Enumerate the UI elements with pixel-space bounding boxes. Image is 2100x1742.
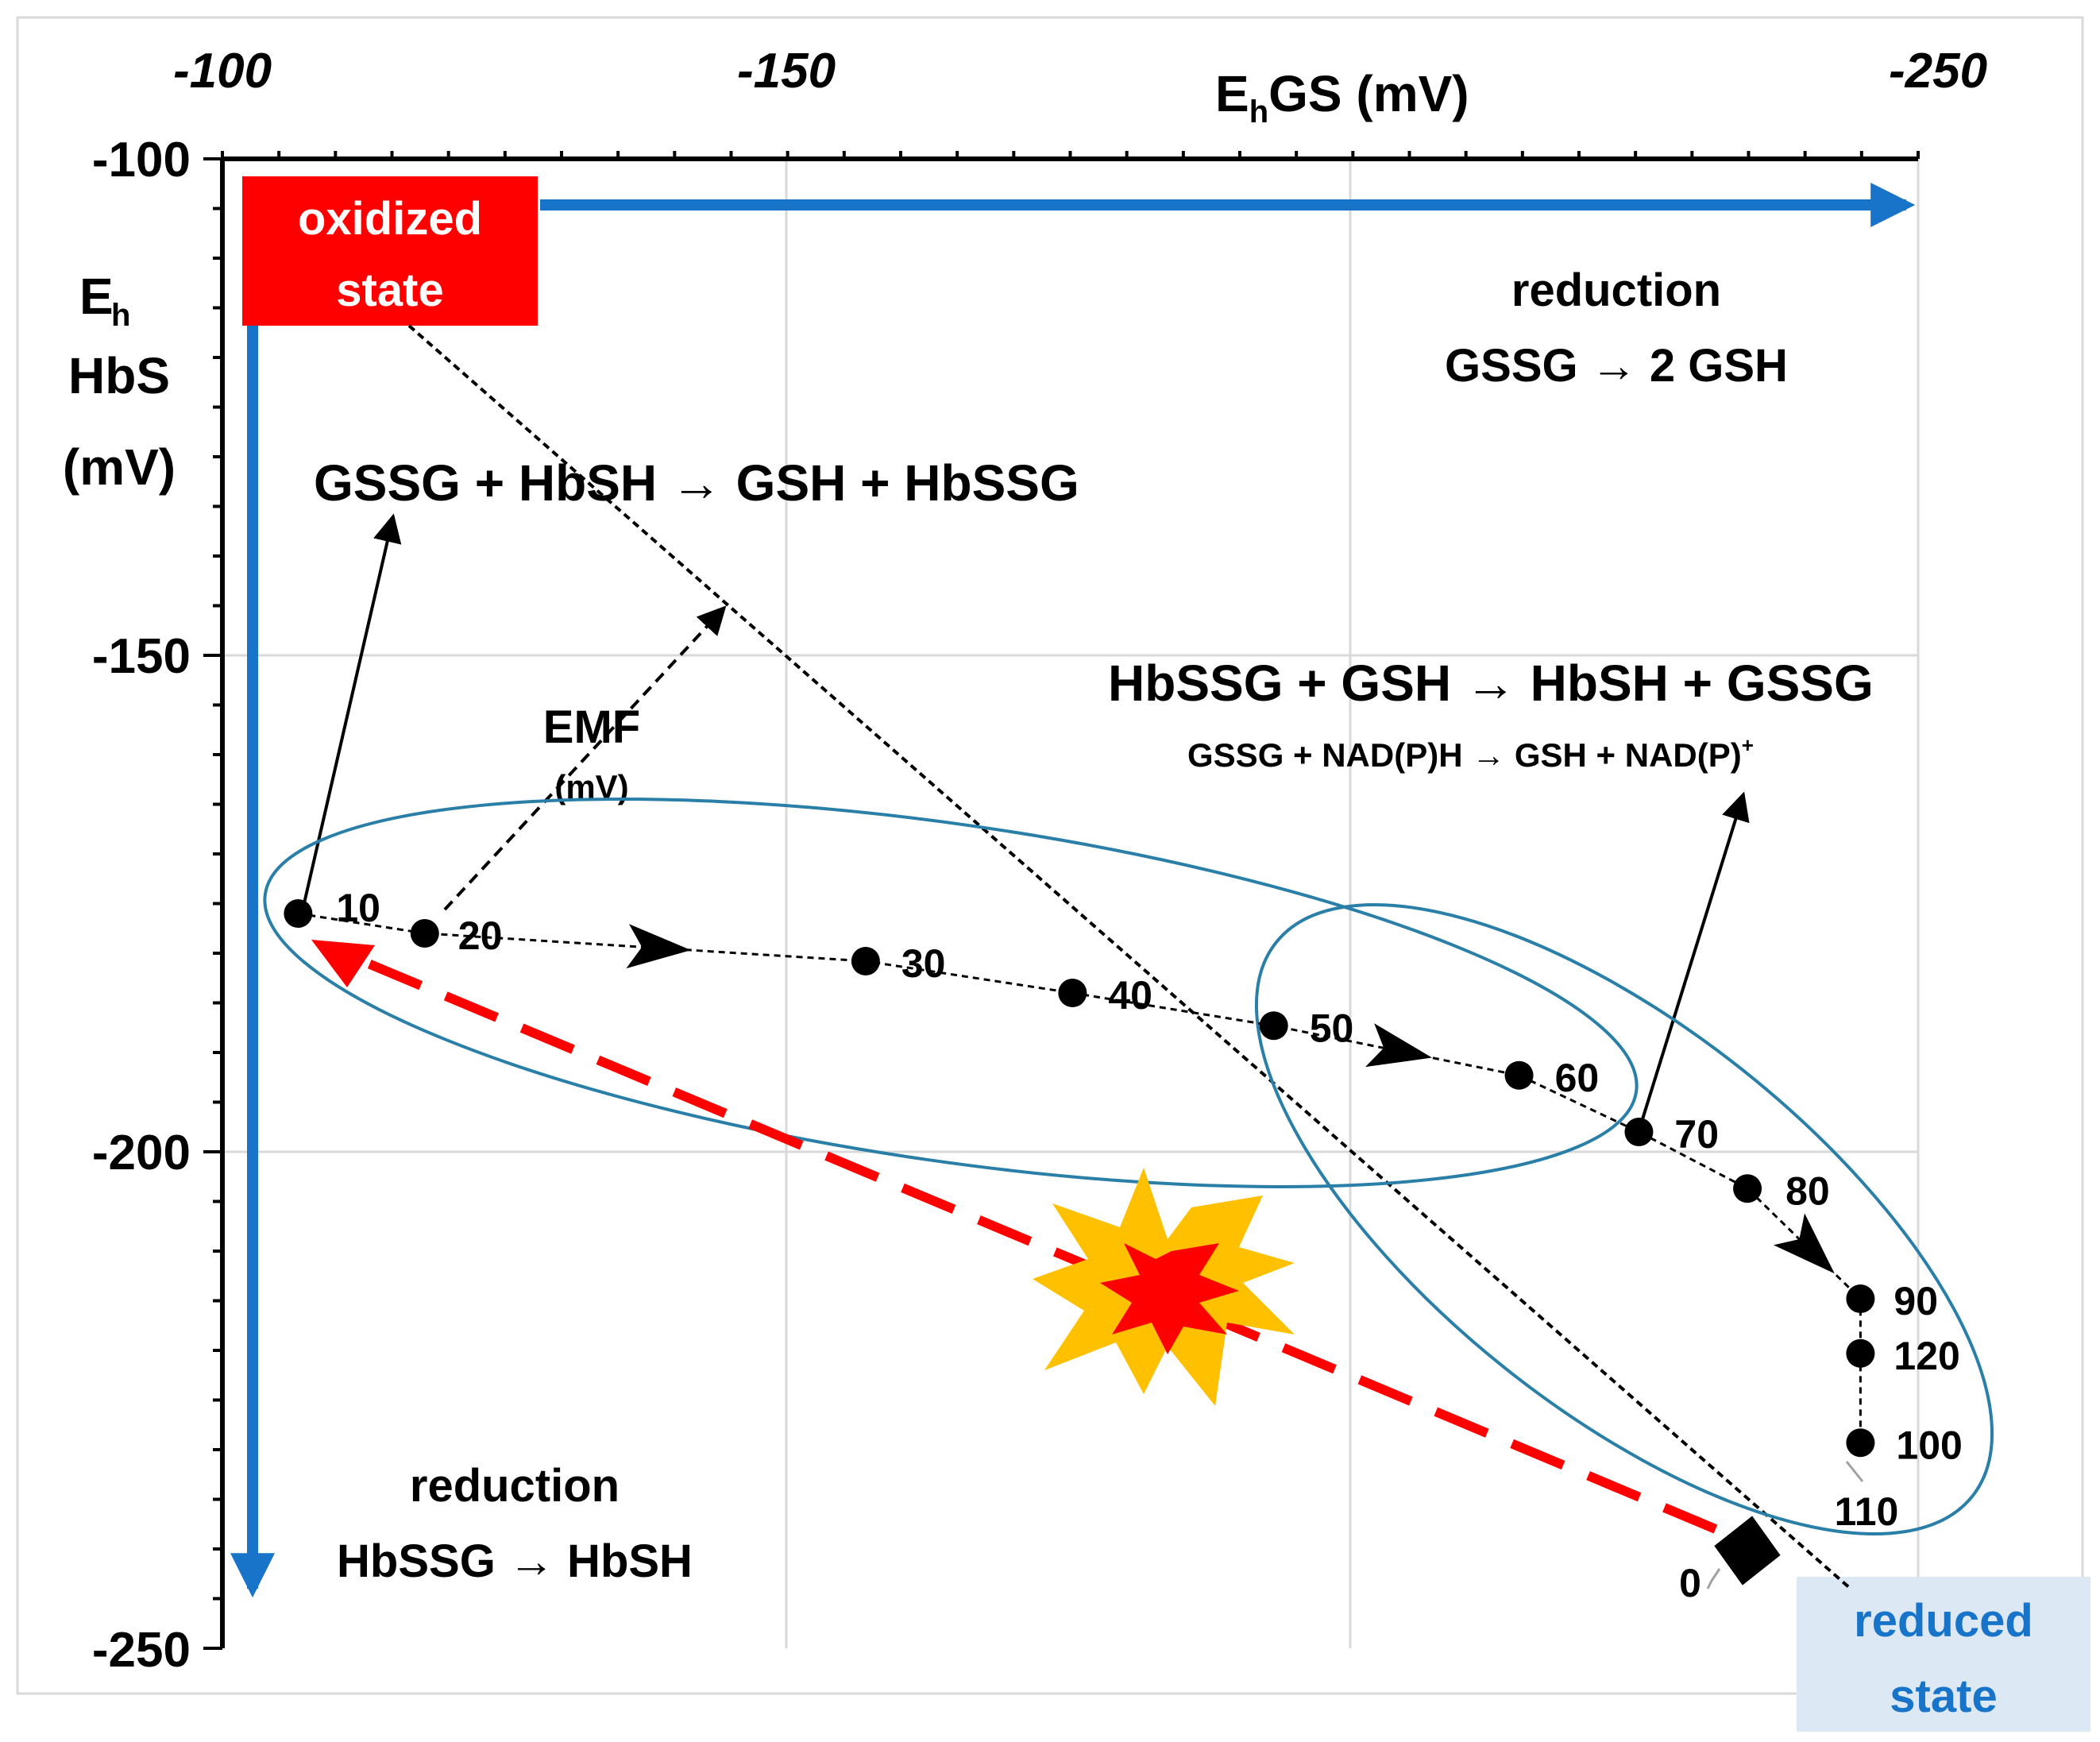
reduced-state-box: [1797, 1577, 2090, 1732]
point-label-10: 10: [336, 886, 380, 930]
flow-arrow-3: [1773, 1213, 1835, 1274]
point-label-90: 90: [1893, 1279, 1938, 1323]
series-path: [298, 912, 1862, 1443]
reduced-label-2: state: [1890, 1671, 1997, 1722]
series-line: [298, 912, 1862, 1443]
data-point-60: [1504, 1060, 1534, 1090]
left-axis-title-sub: h: [111, 298, 130, 333]
y-tick-label-4: -250: [92, 1623, 191, 1678]
y-tick-label-1: -100: [92, 133, 191, 187]
data-point-70: [1624, 1118, 1654, 1146]
y-tick-label-3: -200: [92, 1126, 191, 1180]
point-label-30: 30: [901, 941, 946, 986]
point-label-50: 50: [1310, 1006, 1354, 1050]
left-axis-title-hbs: HbS: [68, 347, 170, 404]
flow-arrows: [626, 924, 1835, 1274]
data-point-50: [1259, 1011, 1288, 1041]
point-0-marker: [1714, 1516, 1781, 1586]
gridlines: [222, 159, 1920, 1648]
point-label-80: 80: [1785, 1168, 1830, 1213]
point-label-40: 40: [1108, 973, 1152, 1018]
reaction-3-label: GSSG + NAD(P)H → GSH + NAD(P)+: [1187, 733, 1754, 774]
data-point-100: [1846, 1428, 1875, 1458]
left-axis-title-e: E: [79, 268, 114, 325]
point-label-0: 0: [1679, 1561, 1701, 1605]
top-axis-title: EhGS (mV): [1215, 65, 1469, 129]
x-tick-label-1: -100: [173, 44, 272, 98]
oxidized-label-1: oxidized: [298, 193, 482, 245]
reduction-left-label-2: HbSSG → HbSH: [337, 1535, 693, 1587]
reaction-2-arrow: [1637, 791, 1750, 1133]
oxidized-state-box: [242, 176, 538, 326]
equilibrium-dashed-line: [407, 324, 1852, 1590]
data-point-10: [284, 899, 313, 928]
flow-arrow-2: [1365, 1023, 1433, 1068]
left-axis-title: E h HbS (mV): [63, 268, 176, 496]
emf-label: EMF: [543, 701, 640, 753]
point-label-20: 20: [458, 913, 503, 958]
reduction-left-label-1: reduction: [410, 1460, 620, 1512]
reaction-2-label: HbSSG + GSH → HbSH + GSSG: [1108, 655, 1874, 712]
reaction-1-label: GSSG + HbSH → GSH + HbSSG: [314, 454, 1079, 512]
top-axis-minor-ticks: [221, 151, 1920, 159]
point-110-leader: [1845, 1461, 1864, 1482]
flow-arrow-1: [626, 924, 692, 969]
point-label-100: 100: [1896, 1423, 1962, 1467]
chart-frame: [16, 16, 2084, 1695]
left-axis-title-unit: (mV): [63, 438, 176, 496]
ellipse-left: [263, 798, 1639, 1188]
point-0-leader-2: [1706, 1580, 1713, 1589]
reaction-1-arrow: [300, 513, 402, 914]
point-label-70: 70: [1674, 1112, 1719, 1157]
data-point-120: [1846, 1338, 1875, 1368]
emf-arrow: [443, 605, 727, 911]
reduction-top-label-1: reduction: [1511, 265, 1721, 316]
data-points: 10 20 30 40 50 60 70 80 90 120 100: [284, 886, 1963, 1467]
left-axis-minor-ticks: [203, 157, 222, 1650]
reduction-top-label-2: GSSG → 2 GSH: [1445, 340, 1788, 392]
data-point-90: [1846, 1284, 1875, 1313]
red-arrowhead: [311, 940, 375, 987]
x-tick-label-3: -250: [1889, 44, 1987, 98]
point-label-110: 110: [1835, 1489, 1899, 1534]
red-dashed-line: [347, 951, 1718, 1534]
oxidized-label-2: state: [336, 265, 443, 316]
data-point-20: [410, 919, 439, 948]
axes: [203, 151, 1920, 1650]
y-tick-label-2: -150: [92, 629, 191, 684]
data-point-40: [1058, 979, 1087, 1007]
explosion-burst-inner: [1100, 1243, 1239, 1354]
data-point-30: [851, 947, 880, 975]
point-label-60: 60: [1555, 1056, 1600, 1100]
x-tick-label-2: -150: [737, 44, 836, 98]
reduced-label-1: reduced: [1854, 1595, 2033, 1647]
ellipse-right: [1254, 903, 1994, 1535]
point-label-120: 120: [1893, 1334, 1959, 1378]
data-point-80: [1733, 1174, 1762, 1203]
point-0-leader: [1710, 1568, 1721, 1582]
